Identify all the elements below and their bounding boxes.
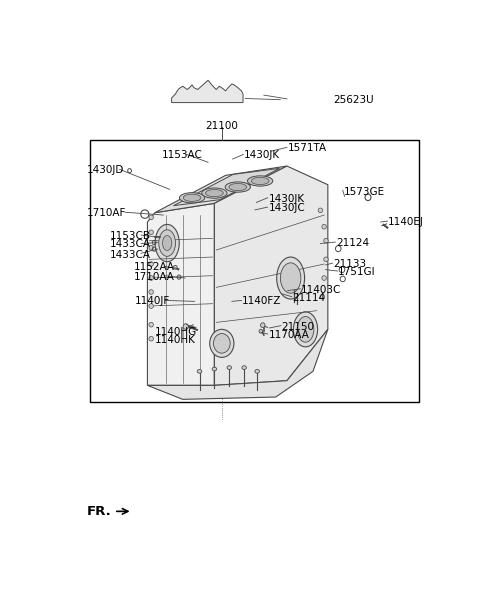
Text: 1710AA: 1710AA xyxy=(133,271,175,282)
Ellipse shape xyxy=(212,367,216,371)
Ellipse shape xyxy=(225,182,251,192)
Ellipse shape xyxy=(276,257,305,299)
Text: 1433CA: 1433CA xyxy=(110,250,151,260)
Ellipse shape xyxy=(297,316,314,342)
Bar xyxy=(90,141,419,402)
Ellipse shape xyxy=(324,257,328,262)
Ellipse shape xyxy=(149,230,154,235)
Ellipse shape xyxy=(149,215,154,220)
Ellipse shape xyxy=(149,304,154,308)
Polygon shape xyxy=(147,330,328,399)
Text: 1140EJ: 1140EJ xyxy=(388,217,424,227)
Ellipse shape xyxy=(149,245,154,250)
Ellipse shape xyxy=(149,262,154,267)
Text: FR.: FR. xyxy=(87,505,111,518)
Ellipse shape xyxy=(159,230,176,256)
Ellipse shape xyxy=(227,366,231,370)
Text: 1433CA: 1433CA xyxy=(110,239,151,250)
Ellipse shape xyxy=(320,295,324,299)
Ellipse shape xyxy=(293,312,318,347)
Ellipse shape xyxy=(149,322,154,327)
Ellipse shape xyxy=(183,324,188,330)
Text: 21150: 21150 xyxy=(282,322,315,332)
Ellipse shape xyxy=(210,330,234,358)
Ellipse shape xyxy=(173,265,177,269)
Ellipse shape xyxy=(149,336,154,341)
Polygon shape xyxy=(147,204,215,385)
Ellipse shape xyxy=(197,370,202,373)
Text: 1571TA: 1571TA xyxy=(288,143,327,153)
Ellipse shape xyxy=(149,290,154,295)
Ellipse shape xyxy=(280,263,301,293)
Ellipse shape xyxy=(163,236,172,250)
Ellipse shape xyxy=(202,188,227,198)
Text: 1140HG: 1140HG xyxy=(155,327,197,337)
Ellipse shape xyxy=(183,194,201,201)
Ellipse shape xyxy=(259,330,263,333)
Polygon shape xyxy=(173,168,279,205)
Text: 1153CB: 1153CB xyxy=(110,231,151,241)
Ellipse shape xyxy=(318,208,323,213)
Text: 1152AA: 1152AA xyxy=(133,262,175,272)
Polygon shape xyxy=(215,166,328,385)
Text: 1140JF: 1140JF xyxy=(134,296,169,307)
Ellipse shape xyxy=(324,238,328,243)
Ellipse shape xyxy=(149,276,154,281)
Text: 1170AA: 1170AA xyxy=(268,330,309,341)
Text: 11403C: 11403C xyxy=(301,285,341,295)
Text: 1430JK: 1430JK xyxy=(268,194,304,204)
Text: 1751GI: 1751GI xyxy=(338,267,376,278)
Ellipse shape xyxy=(248,176,273,186)
Ellipse shape xyxy=(214,333,230,353)
Polygon shape xyxy=(172,80,243,102)
Ellipse shape xyxy=(242,366,246,370)
Text: 21100: 21100 xyxy=(205,121,238,132)
Polygon shape xyxy=(155,166,287,213)
Text: 1710AF: 1710AF xyxy=(87,208,126,218)
Text: 1430JC: 1430JC xyxy=(268,203,305,213)
Text: 25623U: 25623U xyxy=(334,95,374,105)
Text: 21124: 21124 xyxy=(336,238,369,248)
Text: 1430JK: 1430JK xyxy=(244,150,280,161)
Ellipse shape xyxy=(205,190,223,197)
Text: 1573GE: 1573GE xyxy=(344,187,384,197)
Text: 1140FZ: 1140FZ xyxy=(242,296,282,307)
Text: 21114: 21114 xyxy=(292,293,325,302)
Ellipse shape xyxy=(255,370,259,373)
Text: 1140HK: 1140HK xyxy=(155,335,196,345)
Ellipse shape xyxy=(229,184,247,191)
Ellipse shape xyxy=(322,276,326,281)
Ellipse shape xyxy=(180,193,204,203)
Text: 21133: 21133 xyxy=(334,259,367,269)
Ellipse shape xyxy=(155,224,179,262)
Text: 1430JD: 1430JD xyxy=(87,165,124,175)
Ellipse shape xyxy=(322,224,326,229)
Ellipse shape xyxy=(252,178,269,185)
Ellipse shape xyxy=(261,323,265,327)
Text: 1153AC: 1153AC xyxy=(162,150,203,161)
